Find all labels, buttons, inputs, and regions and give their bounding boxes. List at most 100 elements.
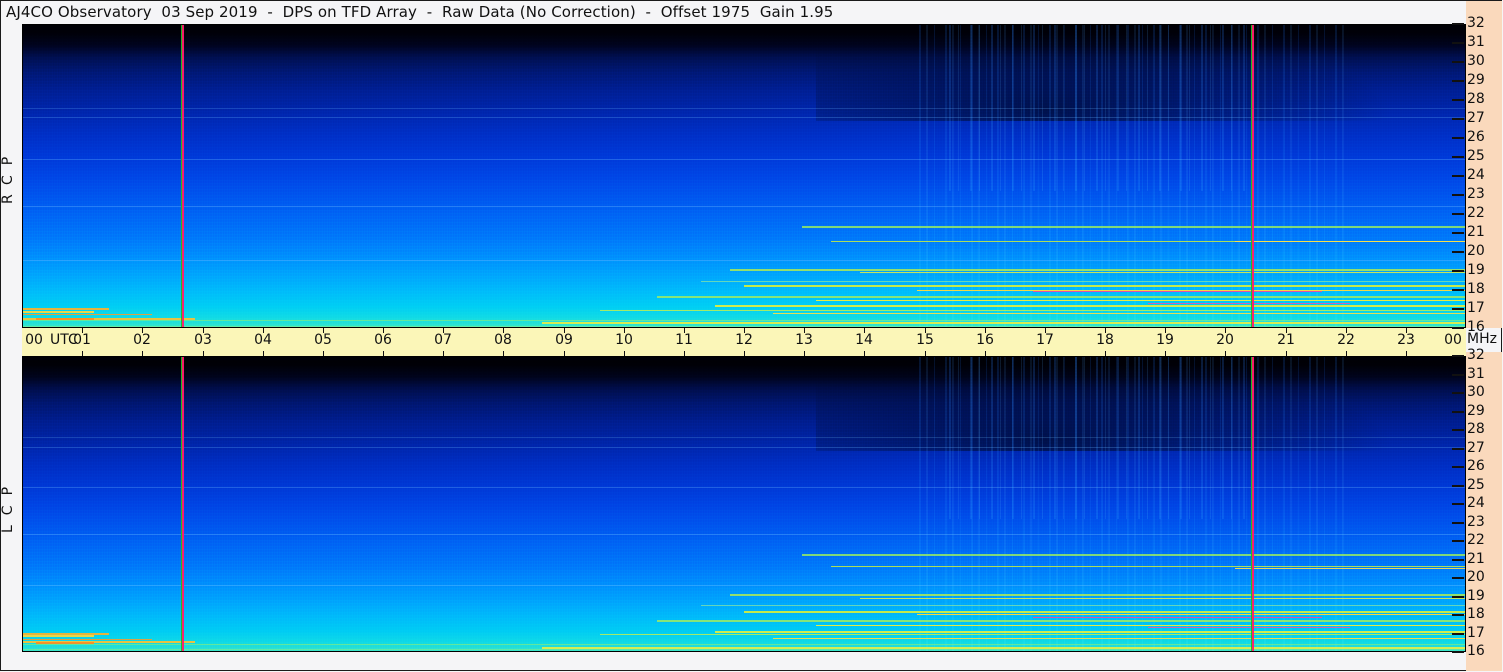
frequency-tick-mark — [1452, 42, 1464, 44]
spectrogram-panel-rcp[interactable] — [22, 24, 1466, 328]
rfi-line — [715, 305, 1466, 307]
time-tick-label: 17 — [1036, 332, 1054, 348]
frequency-tick-label: 28 — [1467, 91, 1485, 107]
time-tick-mark — [564, 328, 565, 333]
frequency-tick-mark — [1452, 270, 1464, 272]
frequency-tick-label: 31 — [1467, 365, 1485, 382]
spectrogram-panel-lcp[interactable] — [22, 356, 1466, 652]
time-tick-label: 12 — [735, 332, 753, 348]
rfi-line — [700, 605, 1466, 606]
time-tick-label: 19 — [1156, 332, 1174, 348]
rfi-line — [744, 611, 1466, 613]
frequency-tick-mark — [1452, 327, 1464, 329]
time-tick-label: 18 — [1096, 332, 1114, 348]
frequency-tick-label: 32 — [1467, 15, 1485, 31]
rfi-line-early — [22, 633, 109, 635]
time-tick-label: 05 — [314, 332, 332, 348]
time-tick-mark — [684, 328, 685, 333]
time-tick-mark — [624, 328, 625, 333]
frequency-tick-mark — [1452, 651, 1464, 653]
time-tick-label: 02 — [133, 332, 151, 348]
rfi-line — [1148, 303, 1351, 304]
frequency-tick-mark — [1452, 289, 1464, 291]
time-tick-mark — [864, 328, 865, 333]
time-tick-mark — [503, 351, 504, 356]
rcp-time-marker-2 — [1251, 24, 1254, 328]
rfi-line — [1148, 627, 1351, 628]
frequency-tick-label: 23 — [1467, 186, 1485, 202]
lcp-dark-region — [816, 356, 1394, 451]
rfi-line — [22, 641, 196, 643]
frequency-tick-mark — [1452, 373, 1464, 376]
frequency-tick-mark — [1452, 156, 1464, 158]
lcp-noise-texture — [22, 356, 1466, 652]
time-tick-label: 16 — [976, 332, 994, 348]
time-tick-label: 15 — [916, 332, 934, 348]
frequency-tick-label: 18 — [1467, 281, 1485, 297]
rfi-line-faint — [22, 447, 1466, 448]
time-tick-mark — [142, 328, 143, 333]
rfi-line — [1234, 568, 1466, 569]
time-tick-mark — [1225, 328, 1226, 333]
frequency-tick-label: 25 — [1467, 476, 1485, 493]
time-tick-mark — [1406, 351, 1407, 356]
frequency-tick-mark — [1452, 355, 1464, 357]
frequency-tick-mark — [1452, 99, 1464, 101]
frequency-tick-label: 30 — [1467, 384, 1485, 400]
frequency-tick-label: 20 — [1467, 569, 1485, 585]
rfi-line — [22, 318, 196, 320]
time-tick-label: 00 — [1444, 332, 1462, 348]
rfi-line — [657, 620, 1466, 622]
frequency-tick-label: 24 — [1467, 495, 1485, 511]
frequency-tick-mark — [1452, 175, 1464, 177]
rfi-line-early — [36, 318, 95, 320]
time-tick-mark — [744, 328, 745, 333]
frequency-tick-label: 21 — [1467, 224, 1485, 240]
frequency-tick-label: 25 — [1467, 148, 1485, 164]
rfi-line — [729, 594, 1466, 596]
rfi-line — [859, 598, 1466, 599]
time-tick-label: 14 — [855, 332, 873, 348]
rfi-line-early — [36, 642, 95, 644]
frequency-tick-mark — [1452, 194, 1464, 196]
rfi-line — [1032, 291, 1322, 292]
frequency-tick-label: 19 — [1467, 587, 1485, 604]
rfi-line — [541, 647, 1466, 649]
frequency-tick-mark — [1452, 61, 1464, 63]
frequency-tick-label: 21 — [1467, 550, 1485, 567]
time-tick-mark — [323, 328, 324, 333]
frequency-axis-rcp[interactable]: 32 31 30 29 28 27 26 25 24 23 22 21 20 19 18 17 16 — [1452, 0, 1502, 672]
time-tick-mark — [383, 328, 384, 333]
rfi-line-faint — [22, 487, 1466, 488]
rfi-line-early — [22, 311, 95, 313]
frequency-tick-label: 30 — [1467, 53, 1485, 69]
time-tick-label: 11 — [675, 332, 693, 348]
time-tick-label: 09 — [555, 332, 573, 348]
rfi-line-faint — [22, 108, 1466, 109]
time-tick-mark — [263, 351, 264, 356]
frequency-tick-label: 22 — [1467, 205, 1485, 221]
frequency-tick-label: 32 — [1467, 347, 1485, 363]
frequency-tick-mark — [1452, 595, 1464, 598]
time-axis[interactable]: UTC 00 01 02 03 04 05 06 07 08 09 10 11 12 13 14 15 16 17… — [22, 328, 1466, 356]
time-tick-mark — [1165, 351, 1166, 356]
frequency-tick-label: 16 — [1467, 319, 1485, 335]
rfi-line — [1032, 617, 1322, 618]
rfi-line — [541, 322, 1466, 324]
time-tick-mark — [323, 351, 324, 356]
frequency-tick-mark — [1452, 484, 1464, 487]
frequency-tick-mark — [1452, 80, 1464, 82]
frequency-axis-lcp[interactable]: 32 31 30 29 28 27 26 25 24 23 22 21 20 19 18 17 16 — [1452, 0, 1502, 672]
rfi-line — [816, 625, 1466, 626]
time-tick-label: 22 — [1337, 332, 1355, 348]
time-tick-mark — [1045, 351, 1046, 356]
time-tick-mark — [1105, 328, 1106, 333]
time-tick-mark — [503, 328, 504, 333]
rfi-line-early — [22, 308, 109, 310]
frequency-tick-label: 31 — [1467, 34, 1485, 50]
time-tick-mark — [804, 328, 805, 333]
time-tick-mark — [804, 351, 805, 356]
frequency-tick-label: 19 — [1467, 262, 1485, 278]
frequency-tick-mark — [1452, 521, 1464, 524]
